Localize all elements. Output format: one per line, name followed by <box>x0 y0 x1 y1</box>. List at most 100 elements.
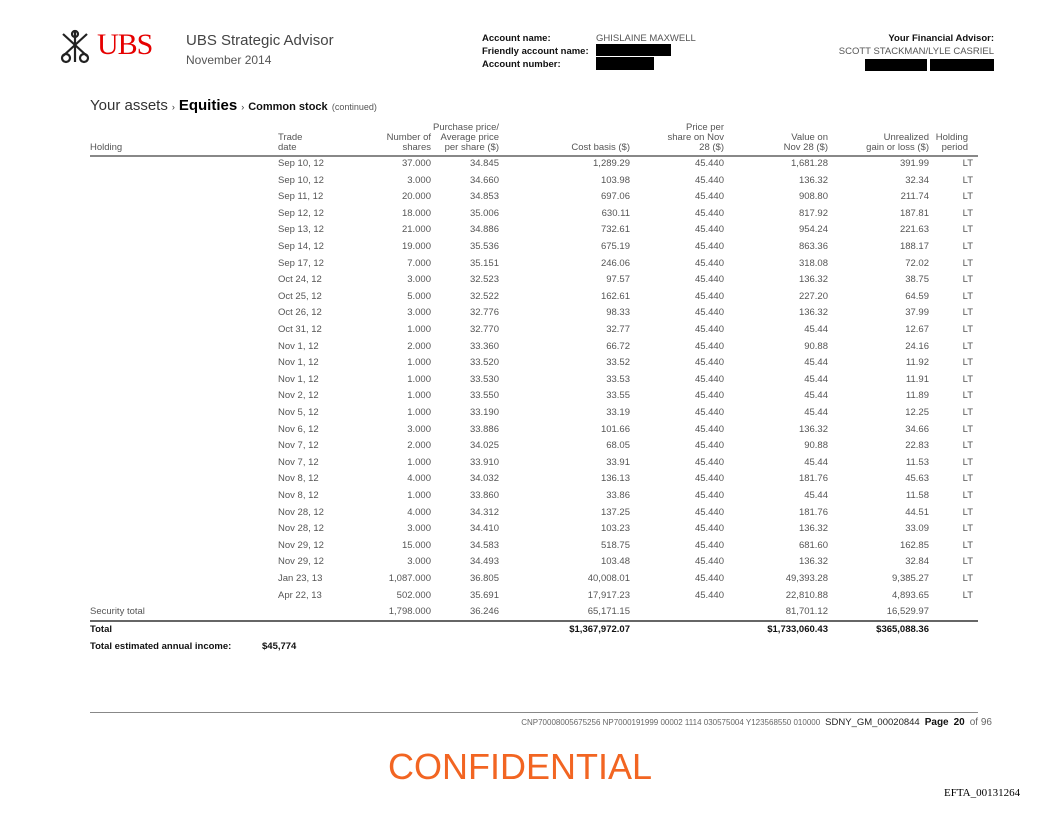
price-per-share: 45.440 <box>694 523 724 535</box>
avg-price: 33.520 <box>469 357 499 369</box>
header-divider <box>90 155 978 157</box>
cost-basis: 1,289.29 <box>593 158 630 169</box>
price-per-share: 45.440 <box>694 589 724 601</box>
shares: 3.000 <box>407 174 431 186</box>
holding-period: LT <box>962 290 973 302</box>
column-header: Cost basis ($) <box>571 142 630 153</box>
avg-price: 35.691 <box>469 589 499 601</box>
price-per-share: 45.440 <box>694 407 724 418</box>
breadcrumb-common-stock: Common stock <box>248 101 328 113</box>
value: 136.32 <box>798 307 828 319</box>
value: 1,681.28 <box>791 158 828 169</box>
holding-period: LT <box>962 373 973 385</box>
price-per-share: 45.440 <box>694 241 724 252</box>
price-per-share: 45.440 <box>694 191 724 203</box>
cost-basis: 32.77 <box>606 324 630 335</box>
holding-period: LT <box>962 539 973 551</box>
gain-loss: 45.63 <box>905 473 929 485</box>
shares: 1.000 <box>407 373 431 385</box>
price-per-share: 45.440 <box>694 556 724 568</box>
shares: 19.000 <box>401 241 431 252</box>
statement-period: November 2014 <box>186 53 272 67</box>
price-per-share: 45.440 <box>694 373 724 385</box>
column-header: Holding period <box>935 132 968 153</box>
price-per-share: 45.440 <box>694 490 724 501</box>
gain-loss: 11.58 <box>905 490 929 501</box>
annual-income: $45,774 <box>262 641 297 652</box>
holding-period: LT <box>962 340 973 352</box>
cost-basis: 66.72 <box>606 340 630 352</box>
avg-price: 35.151 <box>469 257 499 269</box>
value: 136.32 <box>798 274 828 286</box>
holding-period: LT <box>962 324 973 335</box>
value: 136.32 <box>798 523 828 535</box>
cost-basis: 675.19 <box>600 241 630 252</box>
avg-price: 34.853 <box>469 191 499 203</box>
shares: 3.000 <box>407 274 431 286</box>
cost-basis: 246.06 <box>600 257 630 269</box>
footer: CNP70008005675256 NP7000191999 00002 111… <box>521 717 992 728</box>
shares: 2.000 <box>407 440 431 452</box>
price-per-share: 45.440 <box>694 340 724 352</box>
gain-loss: 187.81 <box>899 207 929 219</box>
trade-date: Nov 28, 12 <box>278 523 324 535</box>
holding-period: LT <box>962 207 973 219</box>
holding-period: LT <box>962 523 973 535</box>
gain-loss: 44.51 <box>905 506 929 518</box>
cost-basis: 103.98 <box>600 174 630 186</box>
holding-period: LT <box>962 490 973 501</box>
security-total-shares: 1,798.000 <box>388 606 431 617</box>
cost-basis: 98.33 <box>606 307 630 319</box>
price-per-share: 45.440 <box>694 390 724 402</box>
gain-loss: 162.85 <box>899 539 929 551</box>
holding-period: LT <box>962 174 973 186</box>
gain-loss: 33.09 <box>905 523 929 535</box>
price-per-share: 45.440 <box>694 539 724 551</box>
cost-basis: 136.13 <box>600 473 630 485</box>
holding-period: LT <box>962 274 973 286</box>
price-per-share: 45.440 <box>694 456 724 468</box>
gain-loss: 221.63 <box>899 224 929 236</box>
value: 45.44 <box>804 324 828 335</box>
trade-date: Oct 31, 12 <box>278 324 322 335</box>
trade-date: Nov 7, 12 <box>278 456 319 468</box>
total-value: $1,733,060.43 <box>767 624 828 635</box>
ubs-keys-logo-icon <box>60 29 90 64</box>
total-gain: $365,088.36 <box>876 624 929 635</box>
security-total-avg-price: 36.246 <box>469 606 499 617</box>
holding-period: LT <box>962 423 973 435</box>
gain-loss: 11.91 <box>905 373 929 385</box>
holding-period: LT <box>962 158 973 169</box>
shares: 20.000 <box>401 191 431 203</box>
shares: 1.000 <box>407 490 431 501</box>
value: 49,393.28 <box>785 573 828 584</box>
redaction <box>596 57 654 70</box>
value: 227.20 <box>798 290 828 302</box>
holding-period: LT <box>962 506 973 518</box>
avg-price: 34.583 <box>469 539 499 551</box>
avg-price: 34.493 <box>469 556 499 568</box>
cost-basis: 68.05 <box>606 440 630 452</box>
value: 90.88 <box>804 440 828 452</box>
trade-date: Nov 6, 12 <box>278 423 319 435</box>
trade-date: Sep 17, 12 <box>278 257 324 269</box>
cost-basis: 103.48 <box>600 556 630 568</box>
footer-divider <box>90 712 978 713</box>
gain-loss: 9,385.27 <box>892 573 929 584</box>
advisor-names: SCOTT STACKMAN/LYLE CASRIEL <box>838 46 994 57</box>
avg-price: 33.886 <box>469 423 499 435</box>
value: 45.44 <box>804 407 828 418</box>
value: 136.32 <box>798 556 828 568</box>
redaction <box>930 59 994 71</box>
column-header: Price per share on Nov 28 ($) <box>667 122 724 153</box>
cost-basis: 97.57 <box>606 274 630 286</box>
holding-period: LT <box>962 224 973 236</box>
value: 136.32 <box>798 423 828 435</box>
holding-period: LT <box>962 307 973 319</box>
avg-price: 35.006 <box>469 207 499 219</box>
shares: 3.000 <box>407 307 431 319</box>
gain-loss: 22.83 <box>905 440 929 452</box>
shares: 1.000 <box>407 407 431 418</box>
avg-price: 32.776 <box>469 307 499 319</box>
